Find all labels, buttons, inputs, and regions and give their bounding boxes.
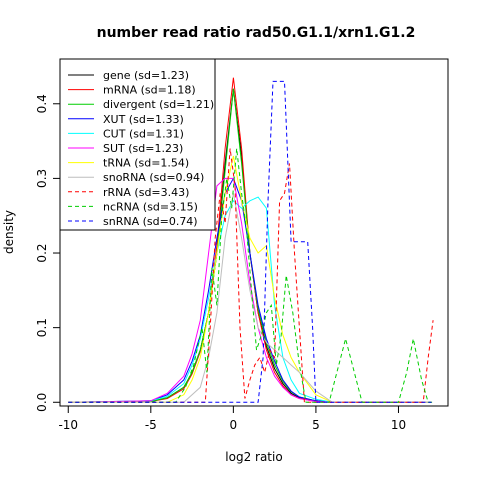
y-tick-label: 0.4 [35,94,49,113]
x-tick-label: 10 [391,418,406,432]
x-tick-label: 0 [230,418,238,432]
y-tick-label: 0.2 [35,243,49,262]
y-axis-label: density [2,210,16,254]
x-tick-label: -5 [145,418,157,432]
legend-label: divergent (sd=1.21) [103,98,214,111]
legend-label: tRNA (sd=1.54) [103,157,189,170]
series-line [68,177,432,403]
legend-box [59,58,216,231]
x-tick-label: -10 [58,418,78,432]
series-line [68,155,432,403]
series-line [68,148,434,403]
legend-label: mRNA (sd=1.18) [103,84,196,97]
legend-label: XUT (sd=1.33) [103,113,184,126]
legend-label: rRNA (sd=3.43) [103,186,189,199]
legend-label: SUT (sd=1.23) [103,142,183,155]
chart-title: number read ratio rad50.G1.1/xrn1.G1.2 [97,25,416,41]
legend-label: snRNA (sd=0.74) [103,215,198,228]
legend-label: gene (sd=1.23) [103,69,189,82]
x-tick-label: 5 [312,418,320,432]
y-tick-label: 0.0 [35,393,49,412]
series-line [68,80,432,403]
series-line [68,193,432,403]
legend-label: ncRNA (sd=3.15) [103,200,198,213]
y-tick-label: 0.1 [35,318,49,337]
y-axis: 0.0 0.1 0.2 0.3 0.4 [35,94,61,412]
legend-label: snoRNA (sd=0.94) [103,171,204,184]
series-layer [68,77,435,403]
x-axis: -10 -5 0 5 10 [58,405,406,432]
series-line [68,196,432,403]
legend: gene (sd=1.23) mRNA (sd=1.18)divergent (s… [59,58,216,231]
y-tick-label: 0.3 [35,169,49,188]
legend-label: CUT (sd=1.31) [103,127,184,140]
legend-items: gene (sd=1.23) mRNA (sd=1.18)divergent (s… [68,69,214,228]
x-axis-label: log2 ratio [225,450,282,464]
